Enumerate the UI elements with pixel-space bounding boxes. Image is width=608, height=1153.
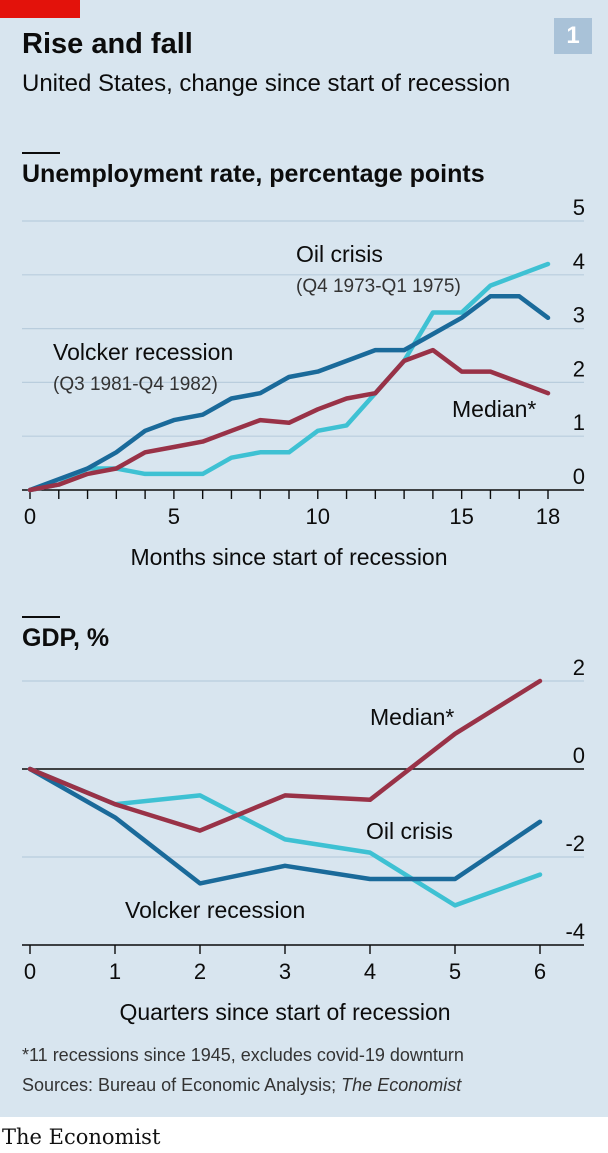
x-tick-label: 0 — [24, 504, 36, 529]
chart-number-badge: 1 — [554, 18, 592, 54]
y-tick-label: 0 — [573, 464, 585, 489]
x-tick-label: 5 — [449, 959, 461, 984]
series-label: Median* — [370, 704, 454, 730]
source-emph: The Economist — [341, 1075, 462, 1095]
series-line-oil-crisis — [27, 766, 543, 908]
y-tick-label: 4 — [573, 249, 585, 274]
chart2-title: GDP, % — [22, 624, 110, 652]
series-label: Oil crisis — [296, 241, 383, 267]
chart1-title-rule — [22, 152, 60, 154]
source-prefix: Sources: Bureau of Economic Analysis; — [22, 1075, 342, 1095]
series-sublabel: (Q3 1981-Q4 1982) — [53, 374, 218, 395]
x-axis-label: Months since start of recession — [130, 544, 447, 570]
series-line-volcker-recession — [27, 766, 543, 886]
x-tick-label: 0 — [24, 959, 36, 984]
unemployment-chart: 0 1 2 3 4 5 0 5 10 15 18 Months since start of rece… — [22, 195, 585, 570]
y-tick-label: 5 — [573, 195, 585, 220]
brand-logo-text: The Economist — [2, 1125, 161, 1149]
series-label: Oil crisis — [366, 818, 453, 844]
y-tick-label: 1 — [573, 410, 585, 435]
y-tick-label: 2 — [573, 356, 585, 381]
chart1-title: Unemployment rate, percentage points — [22, 160, 485, 188]
y-tick-label: 3 — [573, 303, 585, 328]
y-tick-label: 0 — [573, 743, 585, 768]
series-line-volcker-recession — [27, 294, 551, 493]
page-title: Rise and fall — [22, 28, 193, 60]
series-line-median — [27, 347, 551, 493]
y-tick-label: -4 — [565, 919, 585, 944]
y-tick-label: 2 — [573, 655, 585, 680]
series-label: Median* — [452, 396, 536, 422]
x-tick-label: 6 — [534, 959, 546, 984]
series-sublabel: (Q4 1973-Q1 1975) — [296, 276, 461, 297]
x-tick-label: 18 — [536, 504, 560, 529]
series-line-median — [27, 678, 543, 833]
page-subtitle: United States, change since start of rec… — [22, 70, 511, 97]
x-tick-label: 1 — [109, 959, 121, 984]
x-axis-label: Quarters since start of recession — [119, 999, 450, 1025]
chart2-title-rule — [22, 616, 60, 618]
gdp-chart: -4 -2 0 2 0 1 2 3 4 5 6 Quarters since start of rec… — [22, 655, 585, 1025]
x-tick-label: 5 — [168, 504, 180, 529]
footnote: *11 recessions since 1945, excludes covi… — [22, 1045, 464, 1065]
x-tick-label: 4 — [364, 959, 376, 984]
source-note: Sources: Bureau of Economic Analysis; Th… — [22, 1075, 461, 1096]
x-tick-label: 15 — [449, 504, 473, 529]
brand-red-bar — [0, 0, 80, 18]
chart-panel — [0, 0, 608, 1117]
series-label: Volcker recession — [125, 897, 305, 923]
x-tick-label: 10 — [306, 504, 330, 529]
y-tick-label: -2 — [565, 831, 585, 856]
x-tick-label: 2 — [194, 959, 206, 984]
series-label: Volcker recession — [53, 339, 233, 365]
x-tick-label: 3 — [279, 959, 291, 984]
